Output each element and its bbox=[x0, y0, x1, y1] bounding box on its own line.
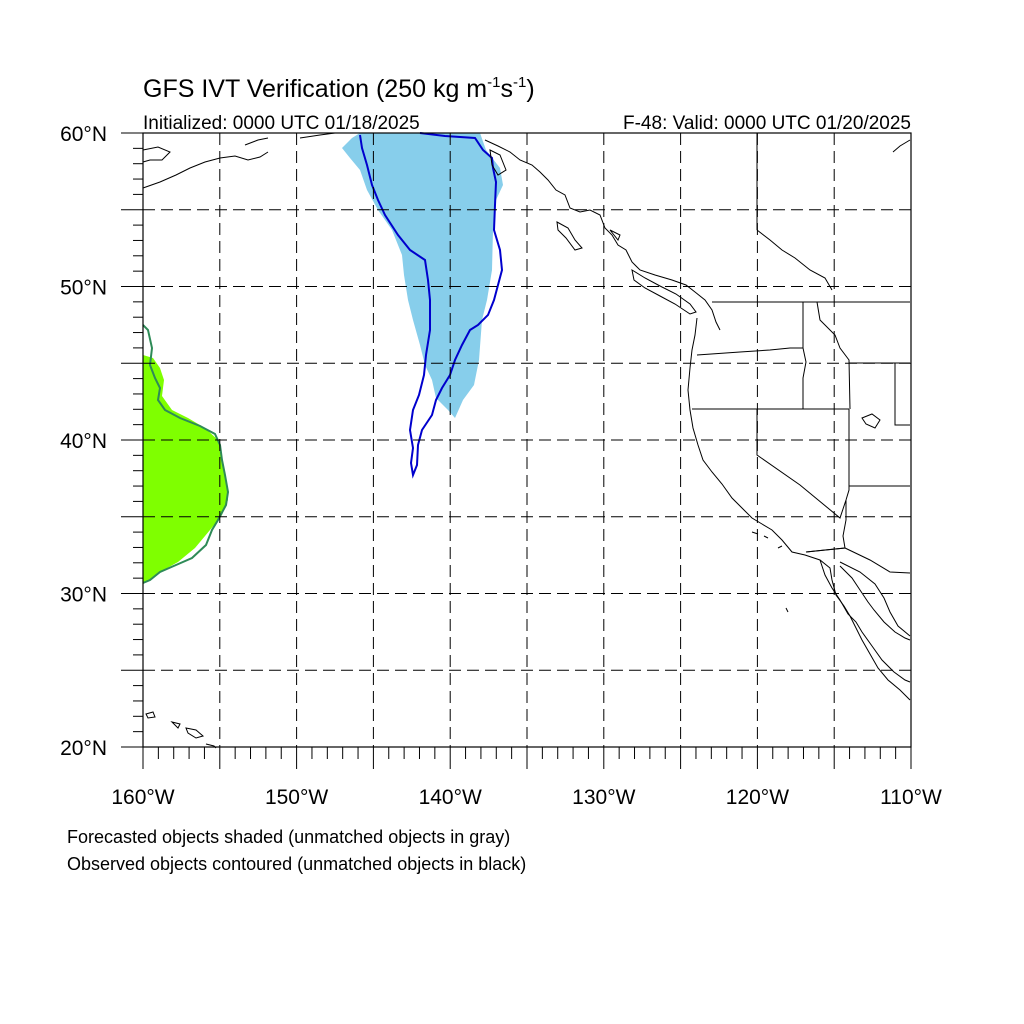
x-tick-label: 110°W bbox=[880, 786, 942, 809]
y-tick-label: 40°N bbox=[60, 430, 107, 453]
x-axis-labels: 160°W 150°W 140°W 130°W 120°W 110°W bbox=[111, 786, 942, 809]
alaska-coast bbox=[142, 132, 336, 189]
utah-border bbox=[849, 362, 910, 487]
us-west-coast bbox=[687, 317, 911, 701]
valid-time-label: F-48: Valid: 0000 UTC 01/20/2025 bbox=[623, 113, 911, 134]
axis-ticks bbox=[121, 132, 912, 769]
y-tick-label: 20°N bbox=[60, 737, 107, 760]
y-tick-label: 60°N bbox=[60, 123, 107, 146]
hawaii-islands bbox=[145, 711, 217, 749]
mexico-mainland bbox=[839, 561, 911, 637]
observed-contours bbox=[142, 132, 504, 584]
observed-contour-blue bbox=[359, 132, 504, 479]
nevada-border bbox=[756, 409, 850, 519]
y-tick-label: 50°N bbox=[60, 277, 107, 300]
x-tick-label: 140°W bbox=[419, 786, 482, 809]
gulf-islands bbox=[861, 139, 911, 429]
graticule bbox=[143, 133, 911, 747]
baja-california bbox=[819, 559, 911, 683]
idaho-borders bbox=[802, 301, 851, 410]
x-tick-label: 120°W bbox=[726, 786, 789, 809]
forecast-object-green bbox=[143, 355, 228, 583]
forecast-object-blue bbox=[342, 133, 503, 418]
figure-title: GFS IVT Verification (250 kg m-1s-1) bbox=[143, 74, 535, 103]
observed-contour-green bbox=[142, 324, 230, 584]
alaska-canada-border bbox=[756, 133, 833, 291]
x-tick-label: 160°W bbox=[111, 786, 174, 809]
mexico-us-border bbox=[805, 547, 846, 553]
political-borders bbox=[692, 133, 911, 574]
vancouver-island bbox=[631, 268, 697, 315]
oregon-washington-border bbox=[696, 302, 804, 356]
channel-islands bbox=[751, 531, 789, 613]
init-time-label: Initialized: 0000 UTC 01/18/2025 bbox=[143, 113, 420, 134]
forecast-objects bbox=[143, 133, 503, 583]
x-tick-label: 150°W bbox=[265, 786, 328, 809]
y-axis-labels: 60°N 50°N 40°N 30°N 20°N bbox=[60, 123, 107, 760]
arizona-border bbox=[805, 500, 911, 574]
caption-observed: Observed objects contoured (unmatched ob… bbox=[67, 854, 526, 874]
coastlines bbox=[142, 132, 911, 749]
y-tick-label: 30°N bbox=[60, 584, 107, 607]
x-tick-label: 130°W bbox=[572, 786, 635, 809]
caption-forecast: Forecasted objects shaded (unmatched obj… bbox=[67, 827, 510, 847]
bc-islands bbox=[489, 149, 621, 251]
panhandle-coast bbox=[484, 139, 721, 331]
